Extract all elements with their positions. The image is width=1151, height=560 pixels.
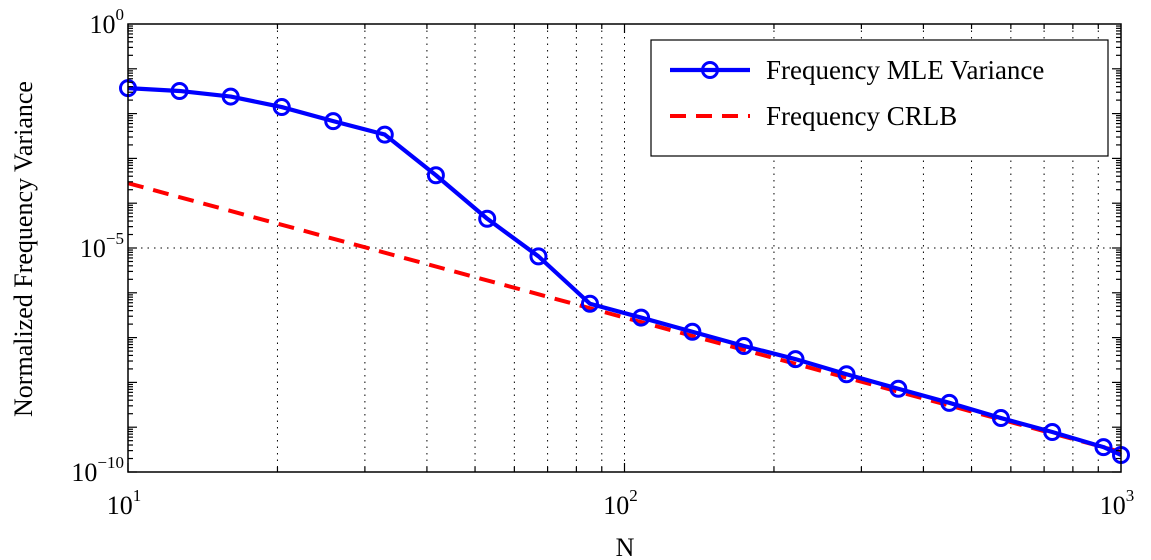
data-point — [580, 294, 599, 313]
data-point — [426, 166, 445, 185]
x-tick-label: 101 — [107, 486, 142, 520]
data-point — [734, 336, 753, 355]
data-point — [529, 247, 548, 266]
legend-swatch-marker — [701, 61, 719, 79]
x-tick-label: 103 — [1100, 486, 1135, 520]
data-point — [1094, 438, 1113, 457]
ticks — [127, 24, 1121, 473]
y-axis-label: Normalized Frequency Variance — [9, 81, 38, 417]
legend: Frequency MLE Variance Frequency CRLB — [650, 39, 1109, 157]
data-point — [221, 87, 240, 106]
legend-swatch-mle — [670, 61, 750, 79]
y-tick-base: 10 — [90, 10, 116, 39]
data-point — [786, 350, 805, 369]
data-point — [1043, 423, 1062, 442]
y-tick-label: 10−10 — [71, 453, 124, 487]
data-point — [324, 112, 343, 131]
data-point — [478, 209, 497, 228]
data-point — [837, 365, 856, 384]
legend-box — [650, 39, 1109, 157]
data-point — [375, 125, 394, 144]
x-tick-exponent: 3 — [1126, 486, 1135, 505]
data-point — [889, 379, 908, 398]
x-tick-base: 10 — [603, 491, 629, 520]
legend-label-mle: Frequency MLE Variance — [766, 55, 1044, 85]
x-axis-label: N — [616, 533, 635, 560]
data-point — [940, 393, 959, 412]
x-tick-base: 10 — [1100, 491, 1126, 520]
data-point — [170, 81, 189, 100]
legend-label-crlb: Frequency CRLB — [766, 101, 957, 131]
x-tick-exponent: 1 — [133, 486, 142, 505]
x-tick-label: 102 — [603, 486, 638, 520]
series-line-mle — [127, 86, 1122, 457]
series-layer — [119, 79, 1130, 464]
y-tick-exponent: −5 — [106, 229, 124, 248]
y-tick-label: 10−5 — [80, 229, 124, 263]
y-tick-exponent: −10 — [97, 453, 124, 472]
x-tick-base: 10 — [107, 491, 133, 520]
data-point — [632, 308, 651, 327]
y-tick-exponent: 0 — [116, 5, 125, 24]
x-tick-exponent: 2 — [629, 486, 638, 505]
data-point — [683, 322, 702, 341]
series-line-crlb — [127, 181, 1122, 454]
y-tick-base: 10 — [71, 458, 97, 487]
data-point — [272, 98, 291, 117]
y-tick-base: 10 — [80, 234, 106, 263]
data-point — [991, 409, 1010, 428]
y-tick-label: 100 — [90, 5, 125, 39]
